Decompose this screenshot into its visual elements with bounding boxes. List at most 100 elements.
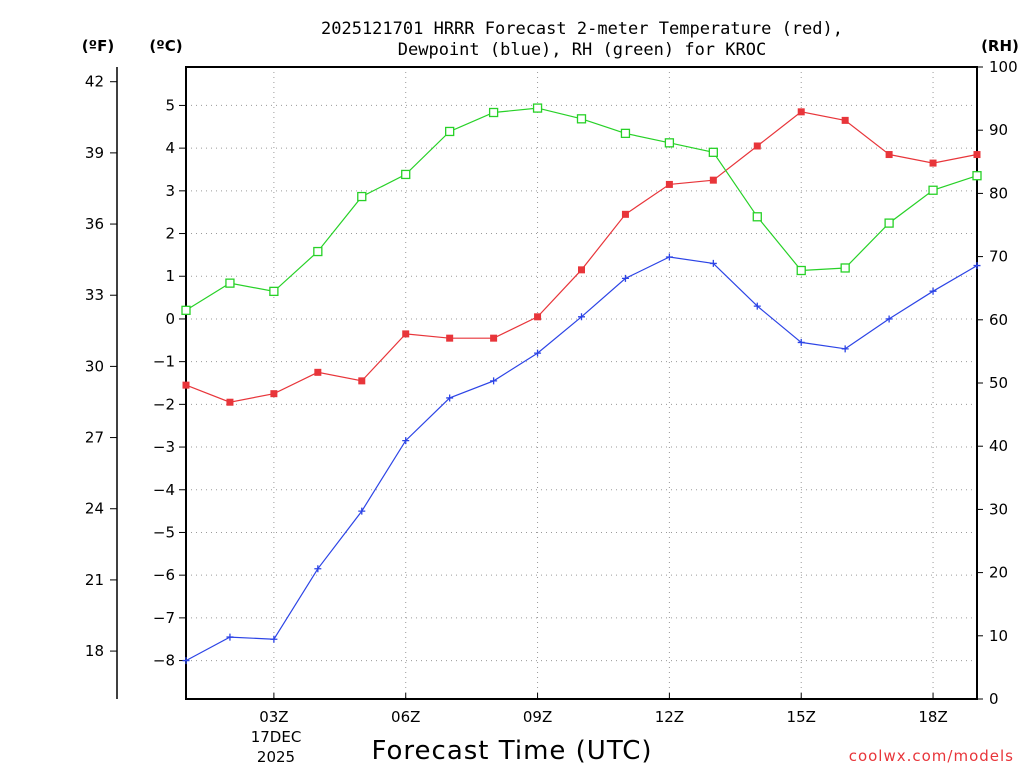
x-tick-label: 12Z xyxy=(655,708,684,726)
fahrenheit-tick-label: 30 xyxy=(85,357,104,375)
rh-point xyxy=(796,265,806,276)
dewpoint-point xyxy=(885,315,893,323)
dewpoint-point xyxy=(402,437,410,445)
temperature-point xyxy=(797,108,805,116)
dewpoint-point xyxy=(490,377,498,385)
credit-label[interactable]: coolwx.com/models xyxy=(849,747,1014,765)
series-line-temperature xyxy=(185,111,978,403)
rh-tick-label: 10 xyxy=(989,627,1008,645)
grid-lines xyxy=(186,67,977,699)
fahrenheit-tick-label: 42 xyxy=(85,73,104,91)
x-tick-label: 09Z xyxy=(523,708,552,726)
rh-point xyxy=(752,212,762,222)
temperature-point xyxy=(314,368,322,376)
dewpoint-point xyxy=(665,253,673,261)
rh-tick-label: 50 xyxy=(989,374,1008,392)
x-axis-title: Forecast Time (UTC) xyxy=(371,736,652,766)
rh-tick-label: 20 xyxy=(989,564,1008,582)
temperature-point xyxy=(534,313,542,321)
fahrenheit-tick-label: 21 xyxy=(85,571,104,589)
celsius-tick-label: −2 xyxy=(153,395,175,413)
temperature-point xyxy=(841,116,849,124)
fahrenheit-tick-label: 18 xyxy=(85,642,104,660)
rh-unit-label: (RH) xyxy=(981,37,1019,55)
dewpoint-point xyxy=(534,349,542,357)
temperature-point xyxy=(402,330,410,338)
rh-point xyxy=(357,191,367,202)
temperature-point xyxy=(578,266,585,274)
rh-tick-label: 100 xyxy=(989,58,1018,76)
celsius-tick-label: 4 xyxy=(165,139,175,157)
fahrenheit-tick-label: 33 xyxy=(85,286,104,304)
rh-point xyxy=(840,263,850,273)
fahrenheit-unit-label: (ºF) xyxy=(82,37,114,55)
series-rh xyxy=(181,103,982,315)
x-tick-label: 06Z xyxy=(391,708,420,726)
data-series xyxy=(181,103,982,665)
rh-tick-label: 30 xyxy=(989,500,1008,518)
temperature-point xyxy=(226,398,234,406)
rh-tick-label: 80 xyxy=(989,184,1008,202)
dewpoint-point xyxy=(973,262,981,270)
plot-frame xyxy=(185,66,978,700)
x-tick-label: 18Z xyxy=(918,708,947,726)
dewpoint-point xyxy=(226,633,234,641)
rh-point xyxy=(884,218,894,228)
fahrenheit-tick-label: 27 xyxy=(85,429,104,447)
celsius-tick-label: 5 xyxy=(165,96,175,114)
celsius-tick-label: −8 xyxy=(153,652,175,670)
dewpoint-point xyxy=(446,394,454,402)
rh-tick-label: 70 xyxy=(989,248,1008,266)
temperature-point xyxy=(270,390,278,398)
rh-point xyxy=(576,114,587,124)
dewpoint-point xyxy=(929,287,937,295)
rh-point xyxy=(313,246,323,257)
temperature-point xyxy=(446,334,454,342)
temperature-point xyxy=(885,151,893,159)
celsius-unit-label: (ºC) xyxy=(149,37,182,55)
dewpoint-point xyxy=(358,507,366,515)
dewpoint-point xyxy=(270,635,278,643)
temperature-point xyxy=(753,142,761,150)
axes xyxy=(116,66,978,700)
series-dewpoint xyxy=(182,253,981,665)
series-temperature xyxy=(182,108,981,406)
rh-point xyxy=(445,126,455,137)
rh-point xyxy=(708,147,718,157)
chart-title-line-2: Dewpoint (blue), RH (green) for KROC xyxy=(398,40,766,60)
temperature-point xyxy=(490,334,498,342)
x-date-label-year: 2025 xyxy=(257,748,295,766)
celsius-tick-label: −5 xyxy=(153,523,175,541)
dewpoint-point xyxy=(709,259,717,267)
temperature-point xyxy=(182,381,190,389)
celsius-tick-label: 1 xyxy=(165,267,175,285)
rh-point xyxy=(181,305,191,315)
rh-tick-label: 0 xyxy=(989,690,999,708)
temperature-point xyxy=(621,210,629,218)
rh-point xyxy=(532,103,543,113)
dewpoint-point xyxy=(314,565,322,573)
celsius-tick-label: −4 xyxy=(153,481,175,499)
x-tick-label: 15Z xyxy=(787,708,816,726)
rh-tick-label: 60 xyxy=(989,311,1008,329)
rh-point xyxy=(664,138,675,148)
chart-title-line-1: 2025121701 HRRR Forecast 2-meter Tempera… xyxy=(321,19,843,39)
celsius-tick-label: −1 xyxy=(153,353,175,371)
celsius-tick-label: −7 xyxy=(153,609,175,627)
dewpoint-point xyxy=(621,274,629,282)
celsius-tick-label: 0 xyxy=(165,310,175,328)
rh-point xyxy=(620,128,631,139)
celsius-tick-label: −6 xyxy=(153,566,175,584)
rh-point xyxy=(972,171,982,181)
temperature-point xyxy=(929,159,937,167)
dewpoint-point xyxy=(578,313,585,321)
dewpoint-point xyxy=(841,345,849,353)
temperature-point xyxy=(358,377,366,385)
rh-tick-label: 90 xyxy=(989,121,1008,139)
celsius-tick-label: −3 xyxy=(153,438,175,456)
rh-point xyxy=(401,169,411,180)
series-line-rh xyxy=(185,107,978,311)
rh-point xyxy=(928,185,938,195)
rh-point xyxy=(488,107,499,118)
